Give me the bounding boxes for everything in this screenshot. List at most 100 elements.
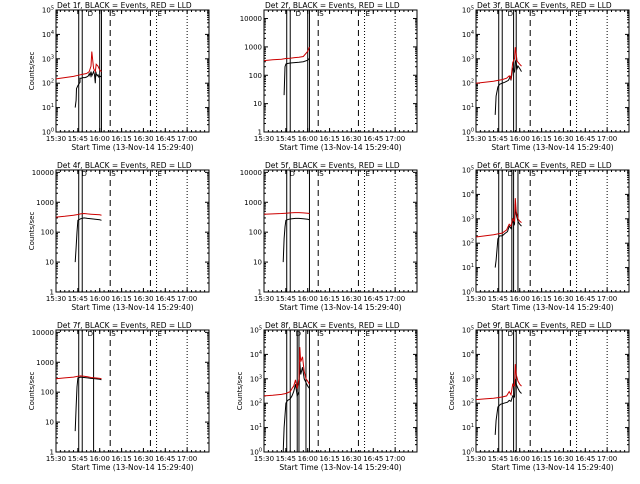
x-tick-label: 16:00 xyxy=(90,455,110,463)
x-tick-label: 15:45 xyxy=(68,295,88,303)
y-tick-label: 102 xyxy=(250,399,262,408)
x-tick-label: 15:45 xyxy=(276,295,296,303)
x-axis-label: Start Time (13-Nov-14 15:29:40) xyxy=(279,303,401,312)
marker-label: E xyxy=(366,10,370,18)
x-tick-label: 17:00 xyxy=(177,455,197,463)
y-tick-label: 104 xyxy=(462,190,474,199)
y-tick-label: 1 xyxy=(50,289,54,297)
marker-label: D xyxy=(508,330,513,338)
x-tick-label: 16:45 xyxy=(575,455,595,463)
series-line-lld xyxy=(475,47,522,84)
y-tick-label: 104 xyxy=(462,30,474,39)
x-tick-label: 15:45 xyxy=(488,455,508,463)
x-tick-label: 16:30 xyxy=(553,135,573,143)
detector-panel-5: Det 5f, BLACK = Events, RED = LLD 1 10 100 1… xyxy=(240,161,418,312)
plot-frame xyxy=(475,9,630,133)
marker-label: S xyxy=(111,170,116,178)
x-tick-label: 16:00 xyxy=(510,135,530,143)
y-tick-label: 1 xyxy=(258,289,262,297)
series-line-events xyxy=(74,376,102,432)
marker-label: S xyxy=(531,330,536,338)
x-tick-label: 16:30 xyxy=(341,295,361,303)
y-tick-label: 10000 xyxy=(32,169,54,177)
marker-label: E xyxy=(158,10,162,18)
series-line-events xyxy=(282,361,310,453)
y-tick-label: 10 xyxy=(45,419,54,427)
x-tick-label: 15:30 xyxy=(466,135,486,143)
x-tick-label: 16:00 xyxy=(298,455,318,463)
y-tick-label: 103 xyxy=(462,374,474,383)
y-tick-label: 100 xyxy=(41,389,54,397)
detector-panel-6: Det 6f, BLACK = Events, RED = LLD 100 101 1… xyxy=(462,161,630,312)
marker-label: D xyxy=(289,170,294,178)
y-tick-label: 101 xyxy=(462,103,474,112)
x-tick-label: 15:45 xyxy=(276,455,296,463)
y-tick-label: 100 xyxy=(462,288,474,297)
plot-frame xyxy=(55,329,210,453)
x-tick-label: 16:00 xyxy=(298,135,318,143)
y-tick-label: 1000 xyxy=(36,359,54,367)
x-tick-label: 16:30 xyxy=(133,295,153,303)
plot-frame xyxy=(475,329,630,453)
x-tick-label: 17:00 xyxy=(177,135,197,143)
x-tick-label: 15:30 xyxy=(466,295,486,303)
detector-panel-4: Det 4f, BLACK = Events, RED = LLD 1 10 100 1… xyxy=(28,161,210,312)
detector-panel-8: Det 8f, BLACK = Events, RED = LLD 100 101 1… xyxy=(236,321,418,472)
y-tick-label: 102 xyxy=(42,79,54,88)
plot-frame xyxy=(475,169,630,293)
x-tick-label: 17:00 xyxy=(597,135,617,143)
y-tick-label: 10000 xyxy=(32,329,54,337)
y-tick-label: 103 xyxy=(250,374,262,383)
marker-label: S xyxy=(111,330,116,338)
x-axis-label: Start Time (13-Nov-14 15:29:40) xyxy=(71,143,193,152)
y-tick-label: 101 xyxy=(462,263,474,272)
y-tick-label: 105 xyxy=(462,326,474,335)
x-tick-label: 16:15 xyxy=(531,135,551,143)
marker-label: E xyxy=(158,330,162,338)
marker-label: D xyxy=(88,330,93,338)
series-line-events xyxy=(494,378,522,435)
x-tick-label: 15:30 xyxy=(466,455,486,463)
y-tick-label: 101 xyxy=(462,423,474,432)
x-tick-label: 16:00 xyxy=(298,295,318,303)
x-tick-label: 16:45 xyxy=(363,135,383,143)
x-tick-label: 16:30 xyxy=(341,455,361,463)
x-tick-label: 16:45 xyxy=(155,295,175,303)
panel-title: Det 9f, BLACK = Events, RED = LLD xyxy=(477,321,612,330)
x-tick-label: 15:45 xyxy=(276,135,296,143)
y-tick-label: 100 xyxy=(462,128,474,137)
marker-label: S xyxy=(319,330,324,338)
y-tick-label: 10000 xyxy=(240,15,262,23)
x-tick-label: 16:30 xyxy=(133,135,153,143)
marker-label: S xyxy=(319,170,324,178)
y-tick-label: 100 xyxy=(462,448,474,457)
y-axis-label: Counts/sec xyxy=(28,372,36,411)
series-line-lld xyxy=(55,212,102,218)
series-line-events xyxy=(494,204,522,268)
x-tick-label: 16:45 xyxy=(155,135,175,143)
series-line-events xyxy=(494,59,522,115)
x-tick-label: 16:45 xyxy=(575,295,595,303)
series-line-lld xyxy=(263,46,310,62)
y-tick-label: 104 xyxy=(462,350,474,359)
marker-label: E xyxy=(578,330,582,338)
x-tick-label: 16:45 xyxy=(155,455,175,463)
x-tick-label: 15:30 xyxy=(46,295,66,303)
x-tick-label: 15:45 xyxy=(488,295,508,303)
x-tick-label: 15:30 xyxy=(46,135,66,143)
panel-title: Det 2f, BLACK = Events, RED = LLD xyxy=(265,1,400,10)
x-tick-label: 16:15 xyxy=(531,295,551,303)
y-tick-label: 101 xyxy=(42,103,54,112)
y-axis-label: Counts/sec xyxy=(448,372,456,411)
x-axis-label: Start Time (13-Nov-14 15:29:40) xyxy=(71,303,193,312)
x-tick-label: 15:30 xyxy=(254,295,274,303)
detector-panel-3: Det 3f, BLACK = Events, RED = LLD 100 101 1… xyxy=(462,1,630,152)
x-tick-label: 16:15 xyxy=(319,135,339,143)
x-tick-label: 16:15 xyxy=(319,455,339,463)
series-line-lld xyxy=(55,51,102,80)
x-tick-label: 16:30 xyxy=(553,455,573,463)
y-tick-label: 100 xyxy=(42,128,54,137)
marker-label: D xyxy=(88,10,93,18)
x-tick-label: 17:00 xyxy=(385,135,405,143)
